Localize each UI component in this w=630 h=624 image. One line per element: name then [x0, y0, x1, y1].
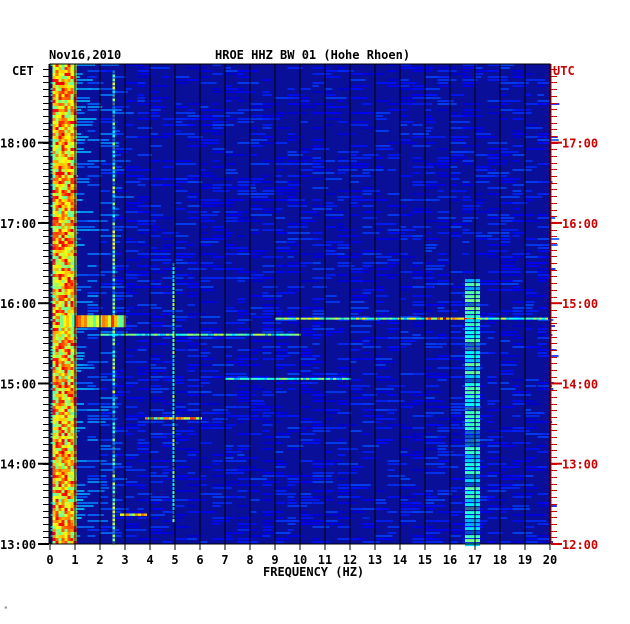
x-tick-label: 5 [171, 553, 178, 567]
spectral-feature [60, 315, 126, 328]
spectral-feature [465, 279, 480, 547]
utc-tick-label: 17:00 [562, 137, 598, 151]
spectral-feature [172, 263, 175, 523]
spectral-feature [425, 317, 476, 320]
utc-label: UTC [553, 64, 575, 78]
x-tick-label: 6 [196, 553, 203, 567]
x-tick-label: 0 [46, 553, 53, 567]
x-tick-label: 8 [246, 553, 253, 567]
x-tick-label: 16 [443, 553, 457, 567]
station-title: HROE HHZ BW 01 (Hohe Rhoen) [215, 48, 410, 62]
x-tick-label: 17 [468, 553, 482, 567]
cet-tick-label: 13:00 [0, 538, 36, 552]
x-tick-label: 7 [221, 553, 228, 567]
spectral-feature [52, 64, 77, 544]
cet-tick-label: 17:00 [0, 217, 36, 231]
plot-area [50, 64, 560, 547]
x-tick-label: 11 [318, 553, 332, 567]
x-tick-label: 2 [96, 553, 103, 567]
utc-tick-label: 12:00 [562, 538, 598, 552]
spectral-feature [225, 377, 351, 380]
cet-tick-label: 14:00 [0, 458, 36, 472]
x-tick-label: 19 [518, 553, 532, 567]
spectrogram-texture [50, 64, 560, 543]
cet-axis: 13:00 14:00 15:00 16:00 17:00 18:00 [0, 64, 50, 552]
x-tick-label: 18 [493, 553, 507, 567]
x-tick-label: 3 [121, 553, 128, 567]
footer-mark: ᴹ [4, 606, 8, 613]
x-tick-label: 10 [293, 553, 307, 567]
utc-tick-label: 16:00 [562, 217, 598, 231]
cet-tick-label: 16:00 [0, 297, 36, 311]
x-tick-label: 9 [271, 553, 278, 567]
x-tick-label: 14 [393, 553, 407, 567]
spectral-feature [100, 333, 301, 336]
spectral-feature [275, 317, 548, 320]
spectral-feature [120, 513, 147, 516]
utc-tick-label: 13:00 [562, 458, 598, 472]
cet-tick-label: 15:00 [0, 377, 36, 391]
date-label: Nov16,2010 [49, 48, 121, 62]
x-tick-label: 1 [71, 553, 78, 567]
utc-axis: 12:00 13:00 14:00 15:00 16:00 17:00 [550, 64, 598, 552]
cet-tick-label: 18:00 [0, 137, 36, 151]
x-tick-label: 20 [543, 553, 557, 567]
cet-label: CET [12, 64, 34, 78]
x-tick-label: 15 [418, 553, 432, 567]
x-tick-label: 13 [368, 553, 382, 567]
utc-tick-label: 14:00 [562, 377, 598, 391]
frequency-axis: 0 1 2 3 4 5 6 7 8 9 10 11 12 13 14 15 16 17 18 19 20 [46, 544, 557, 567]
utc-tick-label: 15:00 [562, 297, 598, 311]
frequency-gridlines [49, 63, 551, 545]
x-tick-label: 4 [146, 553, 153, 567]
x-tick-label: 12 [343, 553, 357, 567]
x-axis-label: FREQUENCY (HZ) [263, 565, 364, 579]
